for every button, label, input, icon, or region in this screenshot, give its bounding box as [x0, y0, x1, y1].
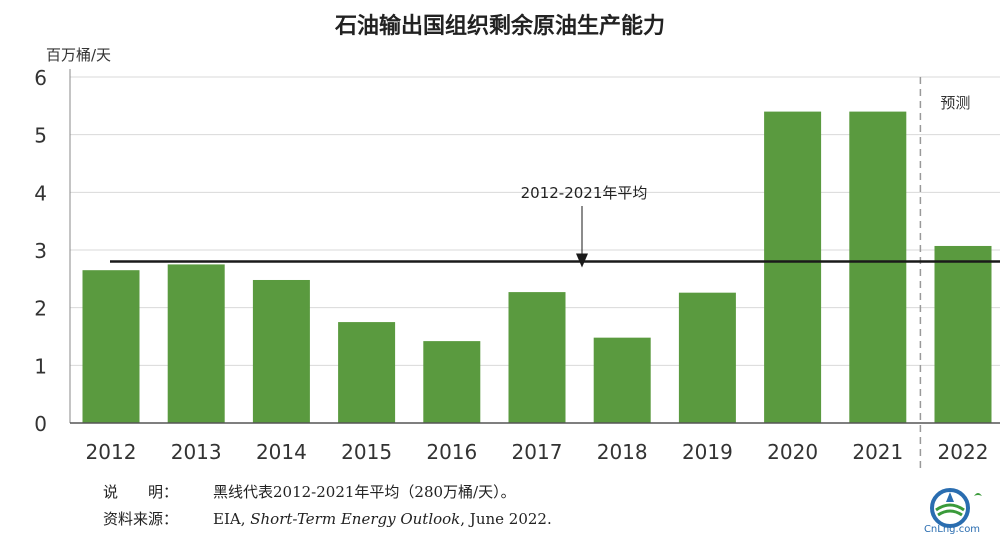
note-source-label: 资料来源： — [103, 510, 179, 528]
note-explanation-label: 说 明： — [103, 483, 179, 501]
bar-2012 — [82, 270, 140, 423]
bar-2020 — [764, 111, 822, 423]
average-arrow-head — [576, 253, 588, 268]
bar-2015 — [338, 322, 396, 423]
note-explanation: 说 明： 黑线代表2012-2021年平均（280万桶/天）。 — [103, 481, 516, 502]
y-tick-label: 5 — [34, 124, 47, 148]
chart-title: 石油输出国组织剩余原油生产能力 — [334, 14, 665, 39]
x-tick-label: 2017 — [512, 440, 563, 464]
y-tick-label: 3 — [34, 239, 47, 263]
y-tick-label: 0 — [34, 412, 47, 436]
y-axis-unit-label: 百万桶/天 — [46, 46, 112, 64]
average-label: 2012-2021年平均 — [521, 184, 648, 202]
bar-2018 — [593, 337, 651, 423]
note-source-publication: Short-Term Energy Outlook — [250, 510, 461, 528]
bar-2022 — [934, 245, 992, 423]
y-tick-label: 6 — [34, 66, 47, 90]
x-tick-label: 2022 — [938, 440, 989, 464]
y-tick-label: 4 — [34, 181, 47, 205]
bar-2019 — [678, 292, 736, 423]
note-explanation-text: 黑线代表2012-2021年平均（280万桶/天）。 — [213, 483, 516, 501]
bar-2021 — [849, 111, 907, 423]
x-tick-label: 2015 — [341, 440, 392, 464]
bar-2013 — [167, 264, 225, 423]
x-tick-label: 2019 — [682, 440, 733, 464]
x-tick-label: 2018 — [597, 440, 648, 464]
x-tick-label: 2020 — [767, 440, 818, 464]
logo-text: CnLng.com — [924, 524, 980, 534]
x-tick-label: 2012 — [86, 440, 137, 464]
bar-2016 — [423, 341, 481, 423]
forecast-label: 预测 — [940, 94, 970, 112]
x-tick-label: 2013 — [171, 440, 222, 464]
note-source: 资料来源： EIA, Short-Term Energy Outlook, Jun… — [103, 508, 552, 529]
y-tick-label: 2 — [34, 297, 47, 321]
y-tick-label: 1 — [34, 354, 47, 378]
x-tick-label: 2014 — [256, 440, 307, 464]
note-source-text-c: , June 2022. — [460, 510, 552, 528]
bar-2017 — [508, 292, 566, 423]
bar-chart: 0 1 2 3 4 5 6 2012 2013 2014 2015 2016 2017 2018 2019 2… — [34, 66, 1000, 468]
note-source-text-a: EIA, — [213, 510, 251, 528]
x-tick-label: 2021 — [852, 440, 903, 464]
cnlng-logo: CnLng.com — [924, 488, 982, 534]
x-tick-label: 2016 — [426, 440, 477, 464]
bar-2014 — [252, 279, 310, 423]
